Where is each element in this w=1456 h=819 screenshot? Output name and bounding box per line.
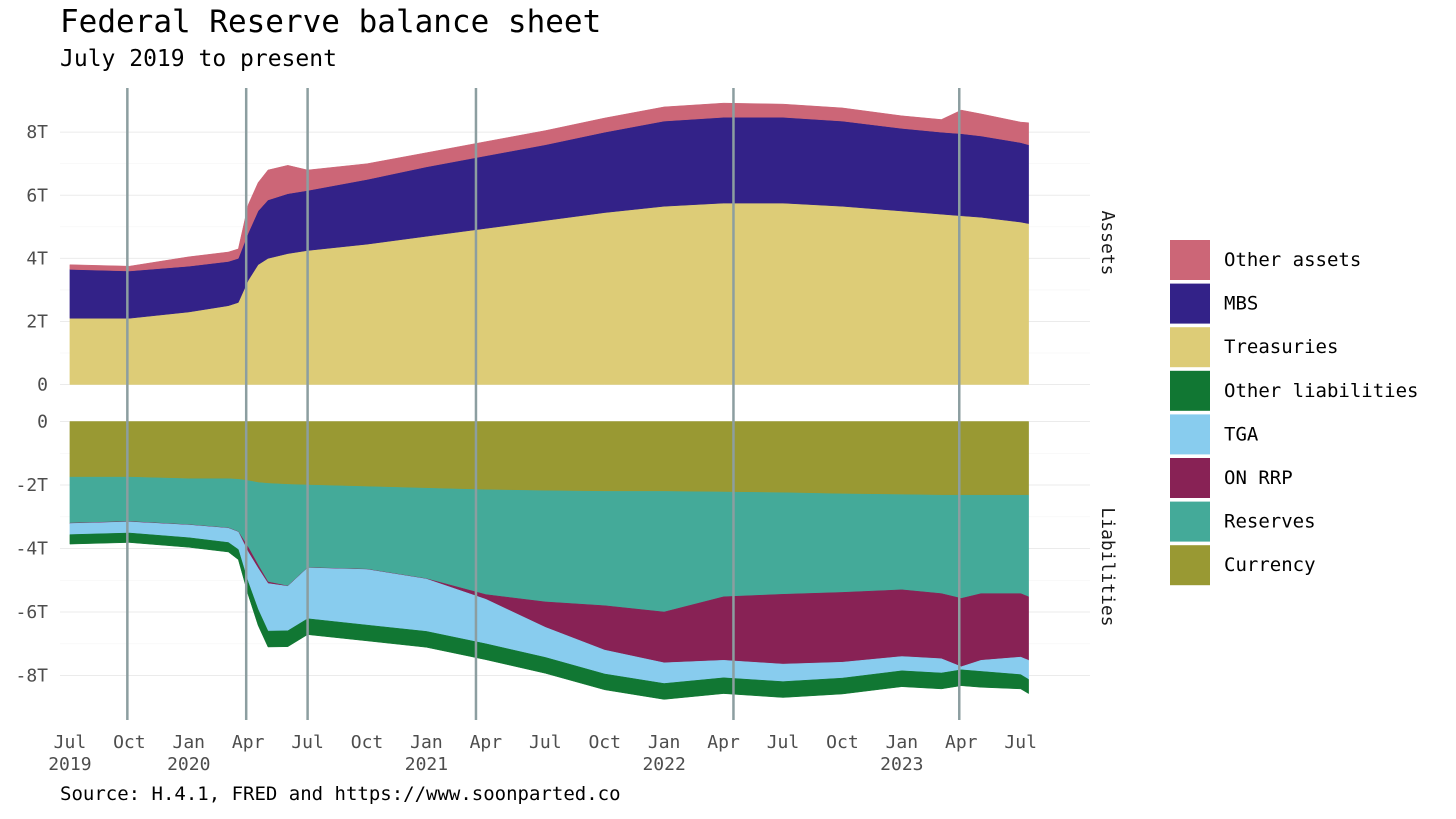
- legend-label-other-liabilities: Other liabilities: [1224, 380, 1418, 402]
- y-tick-label: 8T: [26, 122, 48, 143]
- liabilities-y-axis: 0 -2T -4T -6T -8T: [15, 412, 48, 687]
- x-tick-year: 2023: [880, 754, 923, 775]
- legend-label-reserves: Reserves: [1224, 511, 1316, 533]
- x-tick-label: Apr: [470, 732, 503, 753]
- x-tick-label: Apr: [232, 732, 265, 753]
- legend-swatch-mbs: [1170, 283, 1210, 324]
- x-tick-label: Jan: [410, 732, 443, 753]
- y-tick-label: 0: [37, 412, 48, 433]
- legend-label-treasuries: Treasuries: [1224, 336, 1338, 358]
- x-tick-label: Apr: [945, 732, 978, 753]
- event-lines: [126, 88, 961, 720]
- x-tick-label: Oct: [113, 732, 146, 753]
- x-tick-year: 2022: [642, 754, 685, 775]
- legend: Other assets MBS Treasuries Other liabiliti…: [1170, 240, 1418, 586]
- chart-title: Federal Reserve balance sheet: [60, 4, 602, 40]
- chart-caption: Source: H.4.1, FRED and https://www.soon…: [60, 783, 621, 805]
- legend-swatch-other-liabilities: [1170, 370, 1210, 411]
- area-other-liabilities: [69, 532, 1029, 700]
- chart-subtitle: July 2019 to present: [60, 46, 337, 72]
- x-tick-label: Jul: [529, 732, 562, 753]
- panel-liabilities: 0 -2T -4T -6T -8T: [15, 412, 1090, 700]
- x-tick-label: Apr: [707, 732, 740, 753]
- assets-y-axis: 0 2T 4T 6T 8T: [26, 122, 48, 395]
- liabilities-areas: [69, 421, 1029, 700]
- legend-swatch-other-assets: [1170, 240, 1210, 280]
- strip-label-liabilities: Liabilities: [1097, 507, 1118, 626]
- panel-assets: 0 2T 4T 6T 8T: [26, 102, 1090, 396]
- legend-swatch-on-rrp: [1170, 458, 1210, 498]
- x-tick-label: Oct: [588, 732, 621, 753]
- y-tick-label: 6T: [26, 185, 48, 206]
- area-other-assets: [69, 102, 1029, 272]
- y-tick-label: -4T: [15, 539, 48, 560]
- x-tick-label: Jul: [1004, 732, 1037, 753]
- assets-areas: [69, 102, 1029, 385]
- x-tick-label: Jan: [886, 732, 919, 753]
- y-tick-label: 0: [37, 375, 48, 396]
- y-tick-label: -8T: [15, 666, 48, 687]
- legend-label-tga: TGA: [1224, 423, 1259, 445]
- y-tick-label: -6T: [15, 602, 48, 623]
- legend-swatch-reserves: [1170, 501, 1210, 542]
- legend-swatch-treasuries: [1170, 327, 1210, 368]
- x-tick-label: Jul: [54, 732, 87, 753]
- x-tick-label: Jul: [291, 732, 324, 753]
- x-tick-year: 2019: [48, 754, 91, 775]
- x-tick-label: Oct: [351, 732, 384, 753]
- legend-label-other-assets: Other assets: [1224, 249, 1361, 271]
- y-tick-label: 4T: [26, 248, 48, 269]
- x-tick-label: Jan: [172, 732, 205, 753]
- strip-label-assets: Assets: [1097, 210, 1118, 275]
- y-tick-label: 2T: [26, 311, 48, 332]
- x-tick-label: Jul: [767, 732, 800, 753]
- legend-swatch-tga: [1170, 414, 1210, 455]
- x-tick-label: Oct: [826, 732, 859, 753]
- x-tick-year: 2021: [405, 754, 448, 775]
- legend-label-currency: Currency: [1224, 554, 1316, 576]
- x-tick-year: 2020: [167, 754, 210, 775]
- legend-label-mbs: MBS: [1224, 293, 1258, 315]
- x-tick-label: Jan: [648, 732, 681, 753]
- legend-label-on-rrp: ON RRP: [1224, 467, 1293, 489]
- y-tick-label: -2T: [15, 475, 48, 496]
- legend-swatch-currency: [1170, 545, 1210, 586]
